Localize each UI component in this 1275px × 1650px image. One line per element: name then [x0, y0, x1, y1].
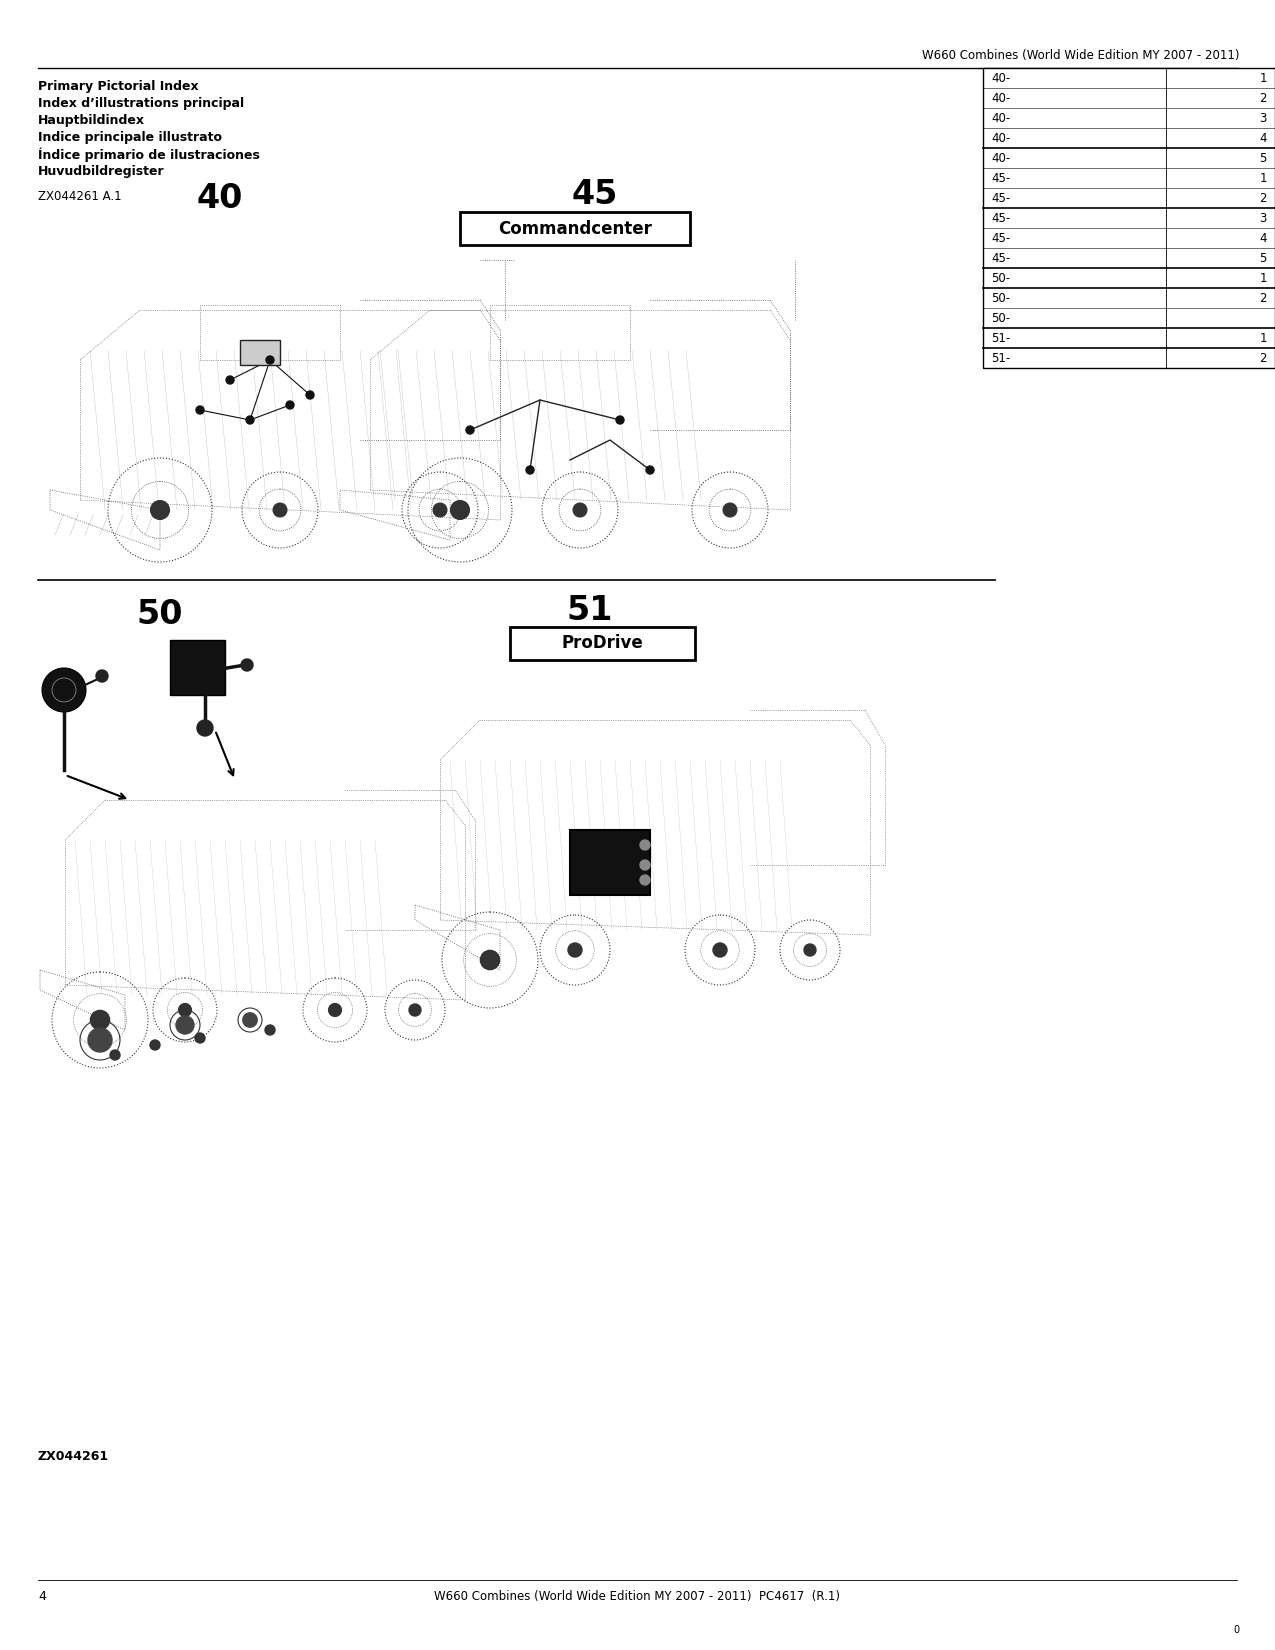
Text: 3: 3 [1260, 112, 1267, 124]
Circle shape [527, 465, 534, 474]
Text: 3: 3 [1260, 211, 1267, 224]
Circle shape [450, 500, 469, 520]
Circle shape [91, 1010, 110, 1030]
Text: 40-: 40- [991, 71, 1010, 84]
Text: ProDrive: ProDrive [561, 635, 644, 652]
Circle shape [246, 416, 254, 424]
Text: 2: 2 [1260, 91, 1267, 104]
Text: 4: 4 [38, 1591, 46, 1604]
Text: 40-: 40- [991, 112, 1010, 124]
Circle shape [150, 1040, 159, 1049]
Text: 4: 4 [1260, 231, 1267, 244]
Text: 1: 1 [1260, 71, 1267, 84]
Text: W660 Combines (World Wide Edition MY 2007 - 2011): W660 Combines (World Wide Edition MY 200… [923, 50, 1241, 63]
Circle shape [465, 426, 474, 434]
Text: 45-: 45- [991, 251, 1010, 264]
Circle shape [150, 500, 170, 520]
Circle shape [226, 376, 235, 384]
Circle shape [805, 944, 816, 955]
Circle shape [110, 1049, 120, 1059]
Text: 2: 2 [1260, 351, 1267, 365]
Circle shape [306, 391, 314, 399]
Bar [170, 640, 224, 695]
Circle shape [567, 944, 581, 957]
Text: 45-: 45- [991, 191, 1010, 205]
Text: 1: 1 [1260, 172, 1267, 185]
Circle shape [640, 874, 650, 884]
Circle shape [42, 668, 85, 713]
Text: W660 Combines (World Wide Edition MY 2007 - 2011)  PC4617  (R.1): W660 Combines (World Wide Edition MY 200… [434, 1591, 840, 1604]
Circle shape [273, 503, 287, 516]
Text: Índice primario de ilustraciones: Índice primario de ilustraciones [38, 148, 260, 162]
Circle shape [176, 1016, 194, 1035]
Text: 50-: 50- [991, 292, 1010, 305]
Text: Indice principale illustrato: Indice principale illustrato [38, 130, 222, 144]
Text: 51-: 51- [991, 351, 1010, 365]
Bar [570, 830, 650, 894]
Bar [460, 211, 690, 244]
Circle shape [196, 406, 204, 414]
Circle shape [434, 503, 446, 516]
Text: 40: 40 [196, 182, 244, 214]
Circle shape [265, 1025, 275, 1035]
Text: 2: 2 [1260, 191, 1267, 205]
Text: 51: 51 [567, 594, 613, 627]
Circle shape [723, 503, 737, 516]
Bar [983, 68, 1275, 368]
Text: ZX044261 A.1: ZX044261 A.1 [38, 190, 121, 203]
Circle shape [640, 840, 650, 850]
Text: Primary Pictorial Index: Primary Pictorial Index [38, 79, 199, 92]
Text: 5: 5 [1260, 251, 1267, 264]
Text: 45-: 45- [991, 231, 1010, 244]
Circle shape [286, 401, 295, 409]
Circle shape [646, 465, 654, 474]
Text: 2: 2 [1260, 292, 1267, 305]
Text: Huvudbildregister: Huvudbildregister [38, 165, 164, 178]
Circle shape [88, 1028, 112, 1053]
Text: 40-: 40- [991, 132, 1010, 145]
Circle shape [616, 416, 623, 424]
Circle shape [96, 670, 108, 681]
Circle shape [241, 658, 252, 672]
Circle shape [574, 503, 586, 516]
Text: 40-: 40- [991, 152, 1010, 165]
Circle shape [640, 860, 650, 870]
Circle shape [198, 719, 213, 736]
Text: 40-: 40- [991, 91, 1010, 104]
Circle shape [195, 1033, 205, 1043]
Circle shape [266, 356, 274, 365]
Text: 1: 1 [1260, 332, 1267, 345]
Text: 51-: 51- [991, 332, 1010, 345]
Text: 50-: 50- [991, 312, 1010, 325]
Text: 50-: 50- [991, 272, 1010, 284]
Bar [240, 340, 280, 365]
Text: ZX044261: ZX044261 [38, 1450, 110, 1464]
Text: 45-: 45- [991, 172, 1010, 185]
Text: 50: 50 [136, 599, 184, 632]
Circle shape [409, 1003, 421, 1016]
Text: Hauptbildindex: Hauptbildindex [38, 114, 145, 127]
Text: 45: 45 [571, 178, 618, 211]
Text: Index d’illustrations principal: Index d’illustrations principal [38, 97, 244, 111]
Text: 0: 0 [1234, 1625, 1241, 1635]
Circle shape [179, 1003, 191, 1016]
Text: Commandcenter: Commandcenter [499, 219, 652, 238]
Text: 4: 4 [1260, 132, 1267, 145]
Circle shape [481, 950, 500, 970]
Circle shape [713, 944, 727, 957]
Text: 1: 1 [1260, 272, 1267, 284]
Text: 5: 5 [1260, 152, 1267, 165]
Bar [510, 627, 695, 660]
Circle shape [329, 1003, 342, 1016]
Text: 45-: 45- [991, 211, 1010, 224]
Circle shape [242, 1013, 258, 1028]
